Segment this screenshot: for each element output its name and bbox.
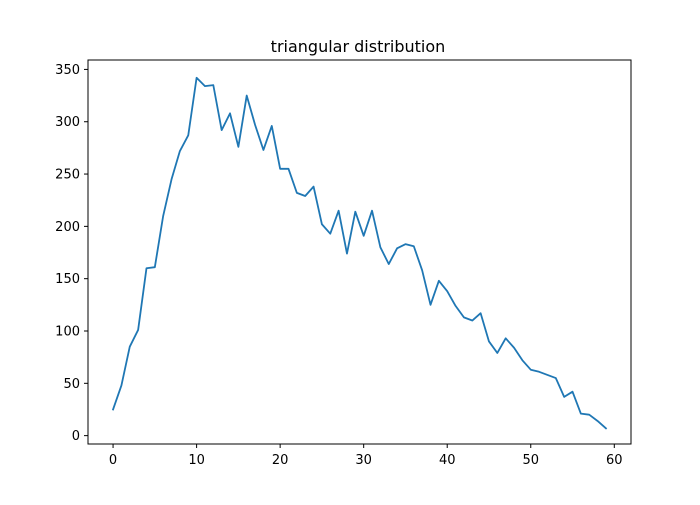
plot-area: 0 10 20 30 40 50 60 0 50 100 150 200 250 300 350 (55, 63, 622, 468)
x-tick-label: 30 (355, 453, 372, 468)
y-tick-label: 250 (55, 168, 80, 183)
y-tick-label: 0 (72, 429, 80, 444)
x-tick-label: 10 (188, 453, 205, 468)
y-tick-label: 50 (63, 377, 80, 392)
x-tick-label: 20 (272, 453, 289, 468)
chart-title: triangular distribution (271, 37, 446, 56)
y-tick-label: 150 (55, 272, 80, 287)
axes-frame (87, 59, 632, 445)
y-tick-label: 100 (55, 324, 80, 339)
series-line-0 (111, 76, 608, 430)
x-tick-label: 0 (109, 453, 117, 468)
x-tick-label: 50 (522, 453, 539, 468)
y-tick-label: 300 (55, 115, 80, 130)
x-tick-label: 60 (606, 453, 623, 468)
y-tick-label: 350 (55, 63, 80, 78)
x-tick-label: 40 (439, 453, 456, 468)
y-tick-label: 200 (55, 220, 80, 235)
